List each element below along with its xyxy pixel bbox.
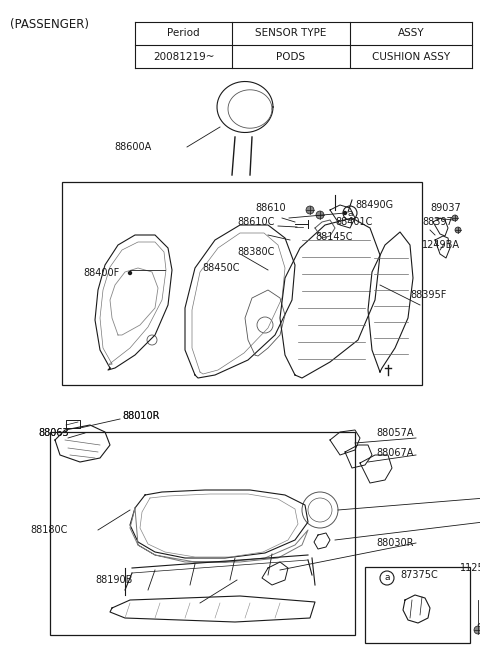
Text: a: a	[384, 574, 390, 582]
Text: 88030R: 88030R	[376, 538, 413, 548]
Text: 88010R: 88010R	[122, 411, 159, 421]
Circle shape	[306, 206, 314, 214]
Text: 88395F: 88395F	[410, 290, 446, 300]
Text: CUSHION ASSY: CUSHION ASSY	[372, 52, 450, 62]
Text: Period: Period	[167, 29, 200, 39]
Text: 88190B: 88190B	[95, 575, 132, 585]
Bar	[62, 182, 422, 385]
Text: 88067A: 88067A	[376, 448, 413, 458]
Text: 20081219~: 20081219~	[153, 52, 214, 62]
Text: 88057A: 88057A	[376, 428, 413, 438]
Bar	[50, 432, 355, 635]
Text: 88010R: 88010R	[122, 411, 159, 421]
Text: PODS: PODS	[276, 52, 306, 62]
Text: 1125DG: 1125DG	[460, 563, 480, 573]
Text: 88180C: 88180C	[30, 525, 67, 535]
Bar	[365, 567, 470, 643]
Text: 88145C: 88145C	[315, 232, 352, 242]
Text: 88450C: 88450C	[202, 263, 240, 273]
Text: 88401C: 88401C	[335, 217, 372, 227]
Circle shape	[129, 272, 132, 274]
Text: 88380C: 88380C	[237, 247, 275, 257]
Text: 89037: 89037	[430, 203, 461, 213]
Text: 88063: 88063	[38, 428, 69, 438]
Text: a: a	[347, 208, 353, 217]
Text: 88397: 88397	[422, 217, 453, 227]
Text: 88400F: 88400F	[84, 268, 120, 278]
Circle shape	[455, 227, 461, 233]
Text: ASSY: ASSY	[398, 29, 424, 39]
Text: 88600A: 88600A	[114, 142, 151, 152]
Circle shape	[452, 215, 458, 221]
Text: SENSOR TYPE: SENSOR TYPE	[255, 29, 327, 39]
Text: 88610: 88610	[255, 203, 286, 213]
Text: 88490G: 88490G	[355, 200, 393, 210]
Circle shape	[316, 211, 324, 219]
Circle shape	[474, 626, 480, 634]
Text: 87375C: 87375C	[400, 570, 438, 580]
Circle shape	[344, 212, 347, 214]
Text: (PASSENGER): (PASSENGER)	[10, 18, 89, 31]
Text: 88063: 88063	[38, 428, 69, 438]
Text: 88610C: 88610C	[237, 217, 275, 227]
Text: 1249BA: 1249BA	[422, 240, 460, 250]
